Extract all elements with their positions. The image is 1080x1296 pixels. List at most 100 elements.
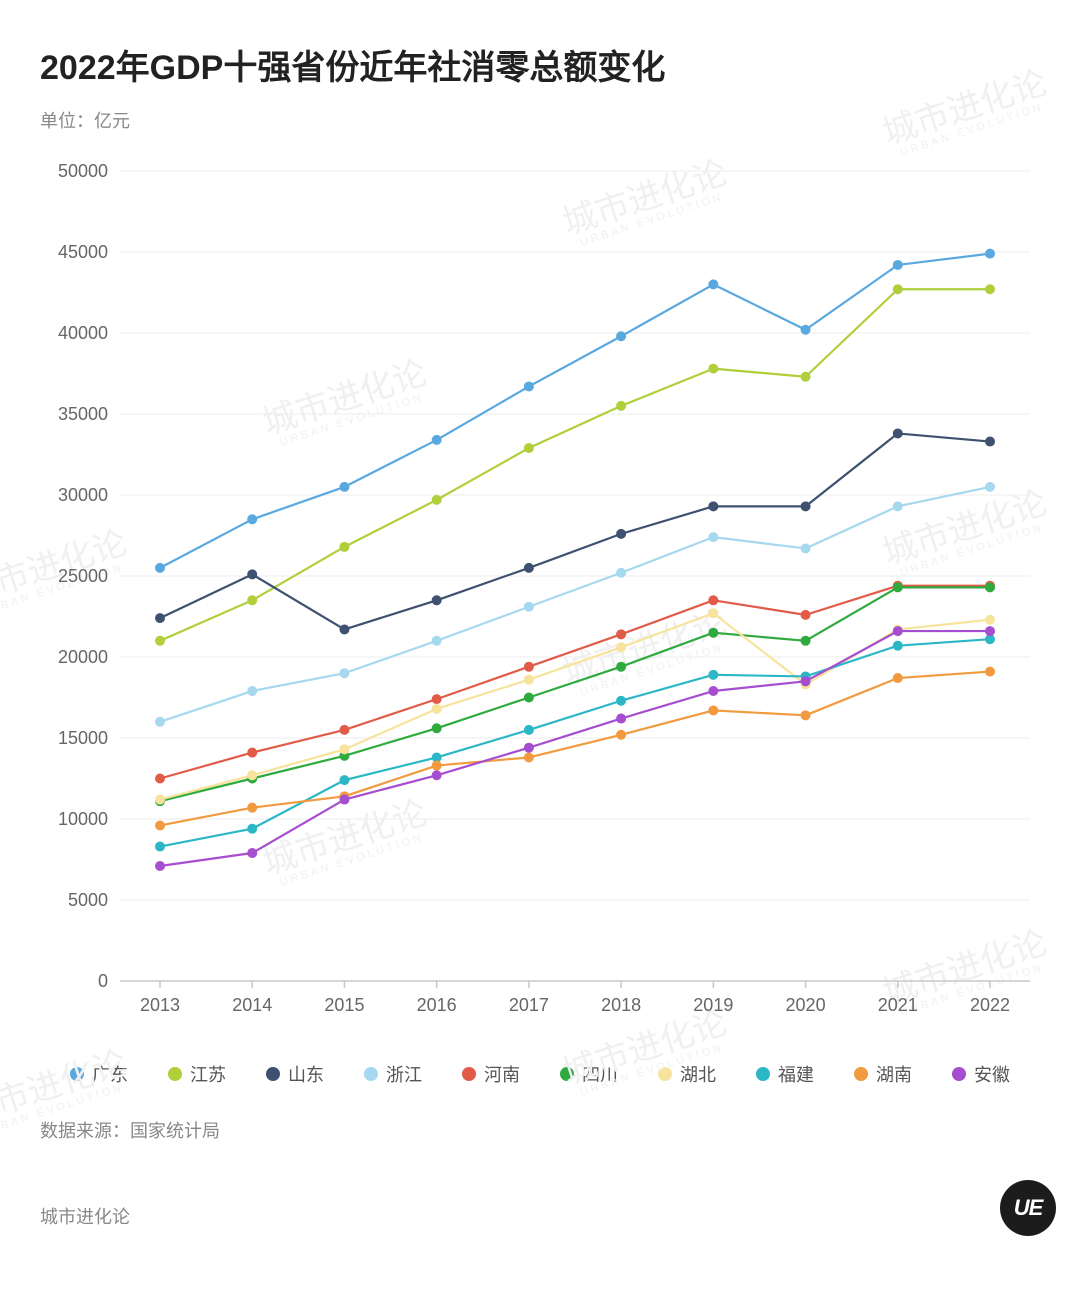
- series-marker: [985, 437, 995, 447]
- legend-item: 安徽: [952, 1061, 1010, 1087]
- series-marker: [708, 705, 718, 715]
- brand-logo-icon: UE: [1000, 1180, 1056, 1236]
- series-marker: [339, 668, 349, 678]
- series-marker: [801, 325, 811, 335]
- legend-label: 湖南: [876, 1061, 912, 1087]
- series-marker: [432, 704, 442, 714]
- svg-text:2013: 2013: [140, 995, 180, 1015]
- series-marker: [985, 284, 995, 294]
- chart-subtitle: 单位：亿元: [40, 107, 1050, 133]
- chart-legend: 广东 江苏 山东 浙江 河南 四川 湖北 福建 湖南 安徽: [40, 1061, 1050, 1087]
- data-source: 数据来源：国家统计局: [40, 1117, 1050, 1143]
- series-marker: [339, 725, 349, 735]
- legend-item: 江苏: [168, 1061, 226, 1087]
- series-marker: [247, 595, 257, 605]
- series-line: [160, 487, 990, 722]
- svg-text:50000: 50000: [58, 161, 108, 181]
- legend-label: 安徽: [974, 1061, 1010, 1087]
- series-marker: [985, 615, 995, 625]
- series-marker: [708, 364, 718, 374]
- series-marker: [247, 748, 257, 758]
- legend-label: 河南: [484, 1061, 520, 1087]
- series-marker: [155, 563, 165, 573]
- legend-item: 广东: [70, 1061, 128, 1087]
- series-marker: [432, 495, 442, 505]
- series-marker: [339, 624, 349, 634]
- series-marker: [155, 717, 165, 727]
- legend-dot-icon: [560, 1067, 574, 1081]
- series-marker: [524, 443, 534, 453]
- series-line: [160, 639, 990, 846]
- legend-item: 四川: [560, 1061, 618, 1087]
- legend-dot-icon: [462, 1067, 476, 1081]
- series-marker: [616, 642, 626, 652]
- svg-text:2019: 2019: [693, 995, 733, 1015]
- series-marker: [155, 795, 165, 805]
- series-marker: [708, 532, 718, 542]
- svg-text:45000: 45000: [58, 242, 108, 262]
- footer-brand: 城市进化论: [40, 1203, 1050, 1229]
- series-marker: [616, 568, 626, 578]
- legend-dot-icon: [658, 1067, 672, 1081]
- series-marker: [801, 372, 811, 382]
- series-line: [160, 587, 990, 801]
- series-marker: [155, 820, 165, 830]
- legend-label: 山东: [288, 1061, 324, 1087]
- series-line: [160, 672, 990, 826]
- legend-item: 河南: [462, 1061, 520, 1087]
- legend-item: 湖南: [854, 1061, 912, 1087]
- series-marker: [708, 608, 718, 618]
- svg-text:15000: 15000: [58, 728, 108, 748]
- svg-text:30000: 30000: [58, 485, 108, 505]
- series-marker: [893, 641, 903, 651]
- series-marker: [247, 848, 257, 858]
- series-marker: [432, 636, 442, 646]
- legend-dot-icon: [952, 1067, 966, 1081]
- series-marker: [524, 602, 534, 612]
- series-marker: [339, 795, 349, 805]
- legend-dot-icon: [854, 1067, 868, 1081]
- series-marker: [708, 628, 718, 638]
- svg-text:40000: 40000: [58, 323, 108, 343]
- series-marker: [801, 610, 811, 620]
- legend-dot-icon: [756, 1067, 770, 1081]
- series-marker: [247, 514, 257, 524]
- series-marker: [893, 501, 903, 511]
- svg-text:35000: 35000: [58, 404, 108, 424]
- series-marker: [893, 582, 903, 592]
- legend-label: 浙江: [386, 1061, 422, 1087]
- series-line: [160, 433, 990, 629]
- series-marker: [801, 501, 811, 511]
- svg-text:2022: 2022: [970, 995, 1010, 1015]
- series-marker: [616, 730, 626, 740]
- series-marker: [524, 563, 534, 573]
- series-marker: [432, 723, 442, 733]
- legend-label: 福建: [778, 1061, 814, 1087]
- series-marker: [616, 696, 626, 706]
- series-marker: [801, 676, 811, 686]
- series-marker: [893, 284, 903, 294]
- series-marker: [432, 595, 442, 605]
- series-marker: [524, 381, 534, 391]
- series-marker: [616, 529, 626, 539]
- legend-dot-icon: [266, 1067, 280, 1081]
- legend-dot-icon: [70, 1067, 84, 1081]
- series-marker: [616, 331, 626, 341]
- svg-text:2015: 2015: [324, 995, 364, 1015]
- legend-label: 广东: [92, 1061, 128, 1087]
- series-marker: [155, 613, 165, 623]
- legend-label: 湖北: [680, 1061, 716, 1087]
- series-marker: [616, 714, 626, 724]
- legend-label: 江苏: [190, 1061, 226, 1087]
- series-marker: [985, 482, 995, 492]
- series-marker: [339, 542, 349, 552]
- series-marker: [708, 686, 718, 696]
- legend-item: 福建: [756, 1061, 814, 1087]
- series-marker: [893, 260, 903, 270]
- series-marker: [524, 675, 534, 685]
- svg-text:2018: 2018: [601, 995, 641, 1015]
- series-marker: [247, 569, 257, 579]
- series-marker: [432, 770, 442, 780]
- svg-text:2016: 2016: [417, 995, 457, 1015]
- series-marker: [247, 803, 257, 813]
